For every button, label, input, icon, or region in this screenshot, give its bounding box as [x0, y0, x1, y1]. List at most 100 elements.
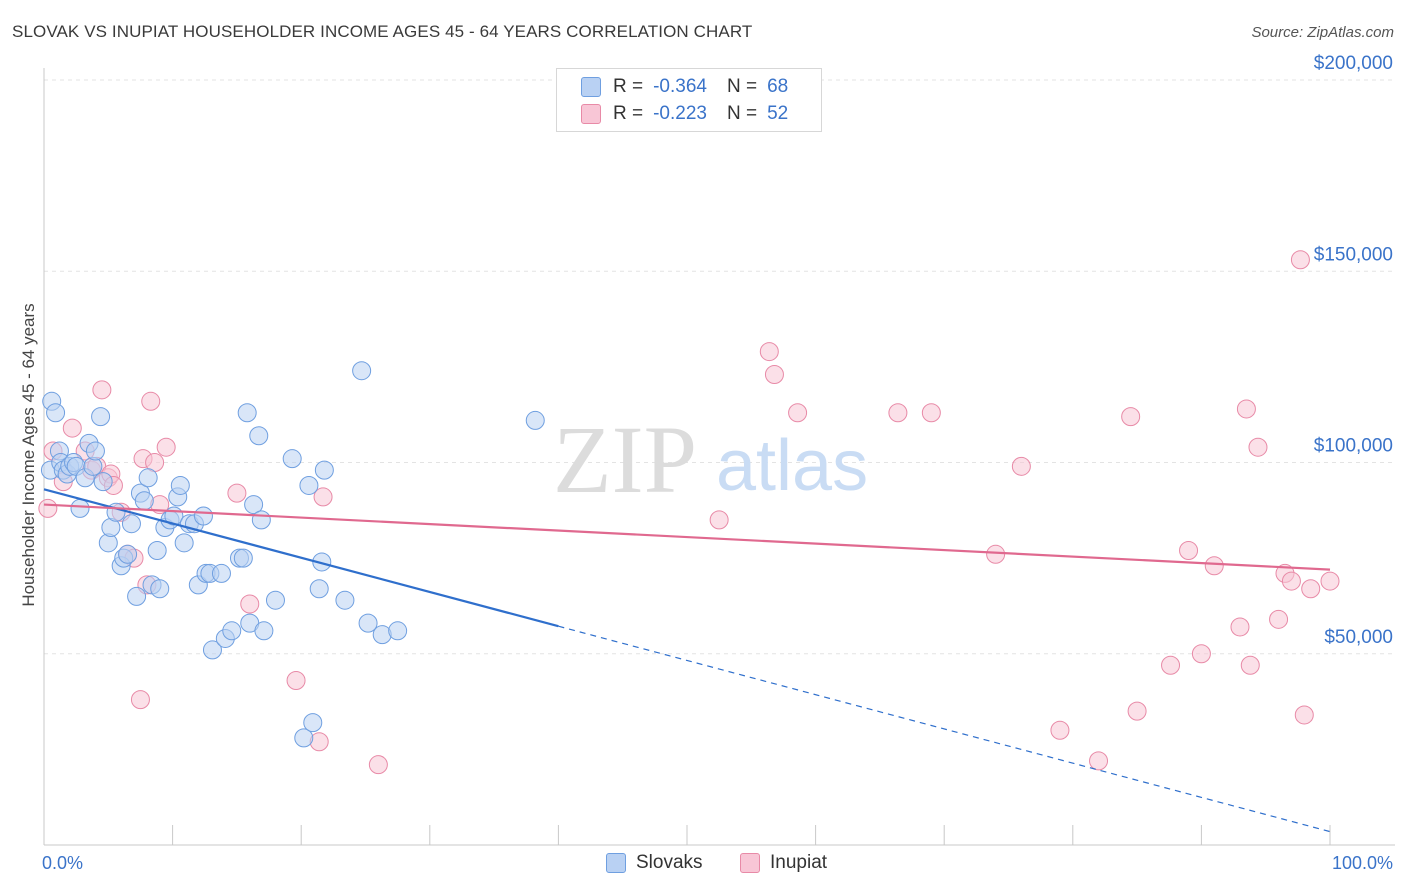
- axes: [43, 68, 1395, 846]
- slovaks-point-49: [237, 403, 257, 423]
- y-tick-label-0: $50,000: [1324, 627, 1393, 648]
- inupiat-point-28: [759, 342, 779, 362]
- slovaks-point-63: [335, 590, 355, 610]
- n-label: N =: [726, 76, 758, 97]
- legend-item-slovaks: Slovaks: [606, 852, 703, 874]
- inupiat-point-40: [1179, 540, 1199, 560]
- y-tick-labels: $50,000 $100,000 $150,000 $200,000: [1314, 53, 1393, 648]
- slovaks-point-35: [170, 475, 190, 495]
- watermark-zip: ZIP: [553, 406, 697, 513]
- slovaks-point-54: [254, 621, 274, 641]
- inupiat-point-47: [1269, 609, 1289, 629]
- slovaks-point-52: [249, 426, 269, 446]
- slovaks-point-44: [211, 563, 231, 583]
- inupiat-point-33: [986, 544, 1006, 564]
- slovaks-swatch: [581, 77, 601, 97]
- y-tick-label-3: $200,000: [1314, 53, 1393, 74]
- inupiat-point-34: [1011, 456, 1031, 476]
- slovaks-trend-line: [43, 488, 559, 628]
- inupiat-point-22: [240, 594, 260, 614]
- watermark: ZIP atlas: [553, 406, 868, 513]
- n-value: 68: [767, 76, 789, 97]
- inupiat-point-41: [1191, 644, 1211, 664]
- inupiat-point-23: [286, 671, 306, 691]
- inupiat-point-36: [1089, 751, 1109, 771]
- inupiat-point-17: [141, 391, 161, 411]
- x-tick-label-start: 0.0%: [42, 853, 83, 873]
- inupiat-point-25: [313, 487, 333, 507]
- inupiat-point-46: [1248, 437, 1268, 457]
- watermark-atlas: atlas: [716, 426, 868, 506]
- inupiat-point-37: [1121, 407, 1141, 427]
- x-tick-label-end: 100.0%: [1332, 853, 1393, 873]
- legend-row-slovaks: R = -0.364 N = 68: [557, 73, 788, 101]
- slovaks-point-57: [294, 728, 314, 748]
- y-tick-label-1: $100,000: [1314, 436, 1393, 457]
- slovaks-point-24: [127, 586, 147, 606]
- legend-item-inupiat: Inupiat: [740, 852, 827, 874]
- inupiat-point-50: [1290, 250, 1310, 270]
- slovaks-point-2: [46, 403, 66, 423]
- y-tick-label-2: $150,000: [1314, 244, 1393, 265]
- inupiat-point-44: [1236, 399, 1256, 419]
- slovaks-points: [40, 361, 545, 748]
- slovaks-point-46: [222, 621, 242, 641]
- slovaks-point-60: [309, 579, 329, 599]
- inupiat-point-49: [1281, 571, 1301, 591]
- inupiat-point-35: [1050, 720, 1070, 740]
- inupiat-point-21: [227, 483, 247, 503]
- r-label: R =: [613, 76, 644, 97]
- stats-legend: R = -0.364 N = 68 R = -0.223 N = 52: [556, 68, 822, 132]
- inupiat-point-32: [921, 403, 941, 423]
- slovaks-point-51: [244, 495, 264, 515]
- legend-row-inupiat: R = -0.223 N = 52: [557, 100, 788, 128]
- slovaks-point-40: [193, 506, 213, 526]
- inupiat-point-43: [1230, 617, 1250, 637]
- inupiat-point-51: [1294, 705, 1314, 725]
- slovaks-point-22: [118, 544, 138, 564]
- slovaks-point-67: [388, 621, 408, 641]
- inupiat-point-42: [1204, 556, 1224, 576]
- inupiat-point-27: [709, 510, 729, 530]
- slovaks-point-65: [358, 613, 378, 633]
- inupiat-point-14: [130, 690, 150, 710]
- n-value: 52: [767, 103, 789, 124]
- inupiat-point-39: [1161, 655, 1181, 675]
- trend-lines: [43, 488, 1331, 833]
- slovaks-point-10: [70, 498, 90, 518]
- slovaks-point-26: [134, 491, 154, 511]
- inupiat-point-7: [92, 380, 112, 400]
- legend-label-slovaks: Slovaks: [636, 852, 703, 873]
- inupiat-point-20: [156, 437, 176, 457]
- n-label: N =: [726, 103, 758, 124]
- slovaks-point-55: [265, 590, 285, 610]
- slovaks-point-36: [174, 533, 194, 553]
- r-label: R =: [613, 103, 644, 124]
- slovaks-point-23: [121, 514, 141, 534]
- inupiat-trend-line: [43, 503, 1331, 571]
- chart-title: SLOVAK VS INUPIAT HOUSEHOLDER INCOME AGE…: [12, 22, 753, 41]
- series-legend: Slovaks Inupiat: [0, 852, 1406, 878]
- slovaks-point-53: [251, 510, 271, 530]
- inupiat-point-38: [1127, 701, 1147, 721]
- inupiat-point-53: [1320, 571, 1340, 591]
- slovaks-point-62: [314, 460, 334, 480]
- r-value: -0.223: [653, 103, 707, 124]
- slovaks-point-56: [282, 449, 302, 469]
- inupiat-point-29: [764, 365, 784, 385]
- slovaks-point-68: [525, 410, 545, 430]
- inupiat-point-26: [368, 755, 388, 775]
- slovaks-point-59: [303, 713, 323, 733]
- inupiat-point-52: [1301, 579, 1321, 599]
- slovaks-trend-extension: [558, 625, 1331, 833]
- inupiat-swatch: [581, 104, 601, 124]
- slovaks-point-29: [147, 540, 167, 560]
- grid-lines: [44, 79, 1395, 655]
- y-axis-title: Householder Income Ages 45 - 64 years: [19, 303, 38, 606]
- slovaks-point-14: [85, 441, 105, 461]
- source-label: Source: ZipAtlas.com: [1251, 24, 1394, 41]
- slovaks-point-15: [91, 407, 111, 427]
- slovaks-point-27: [138, 468, 158, 488]
- r-value: -0.364: [653, 76, 707, 97]
